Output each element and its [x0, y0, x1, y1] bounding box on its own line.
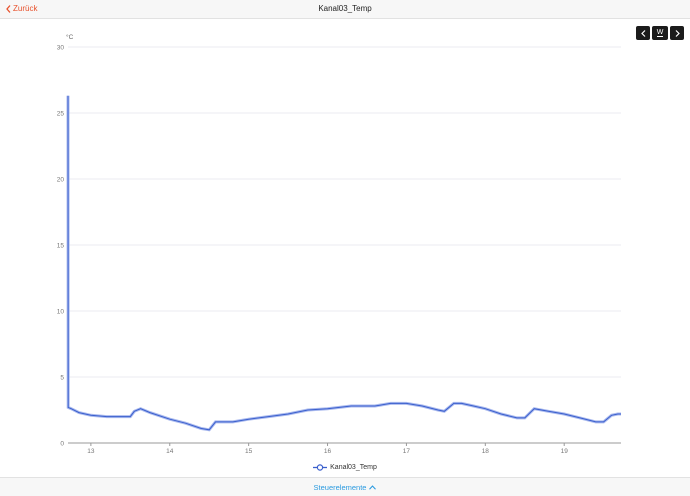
x-tick-label: 14	[166, 448, 174, 455]
chevron-right-icon	[675, 29, 680, 37]
x-tick-label: 15	[245, 448, 253, 455]
y-axis: 0 5 10 15 20 25 30	[57, 44, 65, 447]
legend-series-label: Kanal03_Temp	[330, 464, 377, 471]
y-tick-label: 0	[60, 440, 64, 447]
x-tick-label: 18	[482, 448, 490, 455]
period-navigation: W	[636, 26, 684, 40]
y-tick-label: 20	[57, 176, 65, 183]
y-tick-label: 15	[57, 242, 65, 249]
temperature-chart: 0 5 10 15 20 25 30 °C 13 14 15 16 17 18 19	[57, 33, 621, 455]
bottom-bar: Steuerelemente	[0, 477, 690, 496]
series-line-halo	[66, 95, 621, 432]
chevron-left-icon	[640, 29, 645, 37]
x-tick-label: 16	[324, 448, 332, 455]
controls-toggle-button[interactable]: Steuerelemente	[314, 483, 377, 492]
period-label: W	[656, 29, 664, 37]
x-tick-label: 19	[561, 448, 569, 455]
y-tick-label: 5	[60, 374, 64, 381]
period-week-button[interactable]: W	[652, 26, 668, 40]
back-button[interactable]: Zurück	[6, 4, 37, 13]
y-tick-label: 10	[57, 308, 65, 315]
chevron-up-icon	[369, 484, 377, 490]
next-period-button[interactable]	[670, 26, 684, 40]
x-axis: 13 14 15 16 17 18 19	[68, 442, 621, 455]
top-bar: Zurück Kanal03_Temp	[0, 0, 690, 19]
previous-period-button[interactable]	[636, 26, 650, 40]
y-tick-label: 25	[57, 110, 65, 117]
y-axis-unit: °C	[66, 33, 74, 41]
legend-series-marker-icon	[313, 464, 328, 471]
chart-grid	[68, 46, 621, 378]
x-tick-label: 17	[403, 448, 411, 455]
chevron-left-icon	[6, 4, 11, 13]
y-tick-label: 30	[57, 44, 65, 51]
series-line-kanal03-temp[interactable]	[67, 95, 621, 431]
page-title: Kanal03_Temp	[318, 4, 372, 13]
back-label: Zurück	[13, 4, 38, 13]
controls-label: Steuerelemente	[313, 482, 367, 492]
chart-legend[interactable]: Kanal03_Temp	[0, 464, 690, 471]
x-tick-label: 13	[87, 448, 95, 455]
